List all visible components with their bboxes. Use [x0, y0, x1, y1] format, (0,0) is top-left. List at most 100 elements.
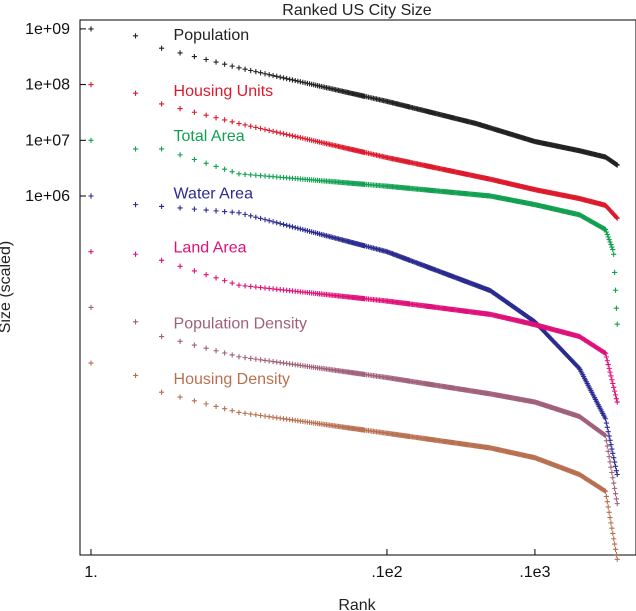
- x-tick-label: .1e3: [519, 564, 550, 581]
- data-point: [602, 488, 609, 494]
- data-point: [270, 219, 276, 225]
- series-label: Total Area: [174, 128, 245, 145]
- data-point: [614, 399, 620, 405]
- data-point: [236, 171, 242, 177]
- data-point: [222, 61, 228, 67]
- series-housing-density: [88, 360, 620, 562]
- data-point: [607, 239, 613, 245]
- data-point: [253, 284, 259, 290]
- data-point: [159, 257, 165, 263]
- data-point: [229, 408, 235, 414]
- data-point: [602, 226, 609, 233]
- data-point: [614, 162, 620, 168]
- data-point: [213, 348, 219, 354]
- data-point: [132, 33, 139, 39]
- data-point: [203, 112, 209, 118]
- series-housing-units: [88, 82, 620, 221]
- data-point: [610, 246, 616, 253]
- data-point: [608, 520, 614, 526]
- data-point: [289, 133, 296, 139]
- data-point: [177, 50, 183, 56]
- data-point: [606, 236, 612, 243]
- x-axis-ticks: 1. .1e2 .1e3: [84, 549, 551, 581]
- data-point: [605, 504, 611, 510]
- data-point: [262, 71, 268, 77]
- data-point: [614, 556, 620, 562]
- y-axis-ticks: 1e+09 1e+08 1e+07 1e+06: [25, 21, 86, 205]
- data-point: [213, 208, 219, 214]
- data-point: [191, 398, 198, 404]
- data-point: [612, 463, 619, 469]
- data-point: [608, 442, 614, 448]
- data-point: [248, 411, 254, 417]
- data-point: [248, 213, 254, 219]
- data-point: [132, 319, 139, 325]
- data-point: [242, 122, 248, 128]
- data-point: [287, 223, 293, 229]
- data-point: [88, 137, 94, 143]
- data-point: [159, 389, 165, 395]
- data-point: [277, 74, 283, 80]
- data-point: [270, 72, 276, 79]
- data-point: [191, 342, 198, 348]
- data-point: [613, 305, 620, 311]
- data-point: [610, 530, 616, 537]
- data-point: [242, 410, 248, 416]
- series-labels: Population Housing Units Total Area Water A…: [174, 27, 307, 388]
- data-point: [280, 131, 287, 137]
- data-point: [608, 373, 614, 379]
- data-point: [203, 272, 209, 278]
- data-point: [605, 448, 611, 454]
- series-label: Housing Density: [174, 371, 291, 388]
- data-point: [287, 76, 293, 82]
- data-point: [236, 354, 242, 360]
- series-label: Land Area: [174, 239, 247, 256]
- data-point: [257, 357, 264, 363]
- data-point: [222, 166, 228, 172]
- data-point: [242, 355, 248, 361]
- series-label: Population Density: [174, 316, 307, 333]
- data-point: [88, 26, 94, 32]
- data-point: [605, 429, 611, 435]
- data-point: [159, 101, 165, 107]
- data-point: [203, 56, 209, 63]
- data-point: [606, 454, 612, 460]
- data-point: [297, 226, 303, 232]
- data-point: [601, 350, 608, 356]
- series-population-density: [88, 304, 620, 507]
- data-point: [222, 208, 228, 215]
- data-point: [88, 249, 94, 255]
- data-point: [177, 263, 183, 269]
- data-point: [159, 146, 165, 152]
- data-point: [607, 514, 613, 521]
- data-point: [280, 75, 287, 81]
- data-point: [191, 109, 198, 115]
- data-point: [284, 131, 290, 138]
- series-layer: [88, 26, 620, 562]
- data-point: [603, 354, 610, 360]
- data-point: [213, 115, 219, 121]
- data-point: [253, 124, 259, 131]
- data-point: [274, 129, 280, 135]
- data-point: [191, 268, 198, 274]
- data-point: [177, 205, 183, 211]
- data-point: [606, 509, 612, 515]
- data-point: [284, 222, 290, 228]
- data-point: [614, 321, 620, 327]
- data-point: [257, 284, 264, 291]
- data-point: [203, 207, 209, 213]
- data-point: [613, 396, 620, 402]
- data-point: [242, 283, 248, 289]
- data-point: [266, 72, 272, 78]
- data-point: [222, 278, 228, 284]
- data-point: [601, 432, 608, 438]
- data-point: [88, 82, 94, 88]
- data-point: [614, 215, 620, 221]
- data-point: [604, 443, 610, 449]
- data-point: [132, 372, 139, 379]
- data-point: [242, 211, 248, 217]
- series-label: Water Area: [174, 185, 254, 202]
- data-point: [610, 450, 616, 456]
- data-point: [257, 70, 264, 76]
- data-point: [604, 424, 610, 430]
